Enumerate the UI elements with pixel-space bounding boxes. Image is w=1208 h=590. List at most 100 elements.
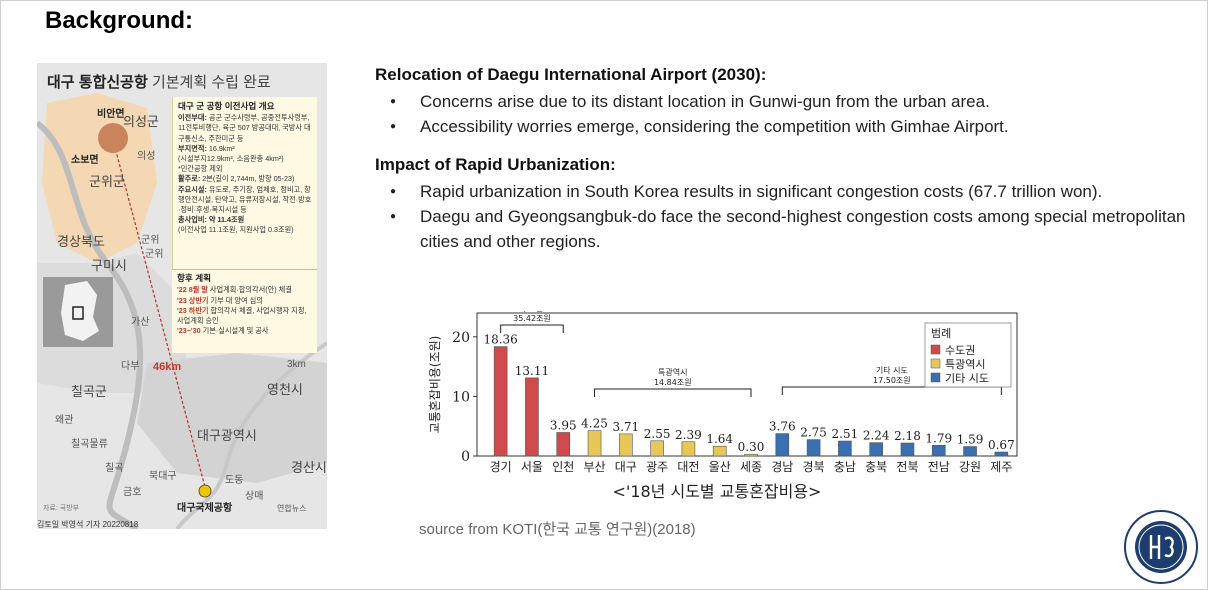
bar-value-label: 13.11 bbox=[515, 364, 549, 378]
x-tick-label: 경기 bbox=[490, 460, 512, 474]
plan-item: '22 8월 말 사업계획·합의각서(안) 체결 bbox=[177, 285, 292, 294]
bar-value-label: 0.67 bbox=[988, 438, 1015, 452]
x-tick-label: 충북 bbox=[865, 460, 887, 474]
scale-label: 3km bbox=[287, 359, 306, 370]
future-plan-box: 향후 계획 '22 8월 말 사업계획·합의각서(안) 체결 '23 상반기 기… bbox=[172, 269, 317, 353]
map-label: 대구광역시 bbox=[197, 428, 257, 443]
bracket-total-label: 17.50조원 bbox=[873, 376, 911, 385]
bullet-item: ● Concerns arise due to its distant locat… bbox=[375, 89, 1195, 114]
group-bracket bbox=[500, 324, 564, 333]
group-bracket bbox=[781, 386, 1002, 395]
section-title-urbanization: Impact of Rapid Urbanization: bbox=[375, 155, 616, 174]
congestion-cost-chart: 0 10 20 교통혼잡비용(조원) 18.36 경기 13.11 서울 3.95 인천 4.25 부… bbox=[425, 303, 1025, 511]
content-area: Relocation of Daegu International Airpor… bbox=[375, 63, 1195, 268]
map-label: 금호 bbox=[123, 487, 142, 498]
chart-bar bbox=[838, 440, 852, 457]
source-note: source from KOTI(한국 교통 연구원)(2018) bbox=[419, 521, 696, 538]
y-axis-label: 교통혼잡비용(조원) bbox=[428, 336, 442, 434]
bar-value-label: 3.71 bbox=[612, 420, 639, 434]
chart-bar bbox=[931, 445, 946, 457]
bar-value-label: 3.95 bbox=[550, 418, 577, 432]
chart-bar bbox=[806, 439, 821, 457]
x-tick-label: 부산 bbox=[583, 460, 605, 474]
x-tick-label: 서울 bbox=[521, 460, 543, 474]
bar-value-label: 2.24 bbox=[863, 429, 890, 443]
bar-value-label: 1.59 bbox=[957, 433, 984, 447]
y-tick-label: 0 bbox=[461, 449, 470, 465]
legend-swatch bbox=[930, 372, 941, 383]
summary-civil: *민간공항 제외 bbox=[178, 164, 223, 174]
bullet-icon: ● bbox=[390, 186, 397, 197]
map-label: 경산시 bbox=[291, 460, 327, 475]
bullet-icon: ● bbox=[390, 96, 397, 107]
chart-title: <'18년 시도별 교통혼잡비용> bbox=[613, 482, 822, 501]
summary-cost-note: (이전사업 11.1조원, 지원사업 0.3조원) bbox=[178, 225, 294, 235]
plan-item: '23 하반기 합의각서 체결, 사업시행자 지정, 사업계획 승인 bbox=[177, 306, 307, 325]
map-label: 칠곡 bbox=[105, 463, 124, 474]
bar-value-label: 2.55 bbox=[644, 427, 671, 441]
bullet-item: ● Accessibility worries emerge, consideri… bbox=[375, 114, 1195, 139]
y-tick-label: 10 bbox=[452, 389, 470, 405]
summary-area-note: (시설부지12.9km², 소음완충 4km²) bbox=[178, 154, 284, 164]
map-label: 소보면 bbox=[71, 155, 99, 166]
chart-bar bbox=[775, 433, 790, 457]
x-tick-label: 강원 bbox=[959, 460, 981, 474]
x-tick-label: 대구 bbox=[615, 460, 637, 474]
bar-value-label: 18.36 bbox=[483, 333, 517, 347]
bracket-label: 수도권 bbox=[521, 311, 543, 313]
slide-title: Background: bbox=[45, 7, 194, 34]
chart-bar bbox=[963, 446, 977, 457]
bar-value-label: 2.51 bbox=[832, 427, 859, 441]
bracket-label: 특광역시 bbox=[658, 367, 687, 377]
map-label: 군위 bbox=[141, 235, 160, 246]
korea-inset-map bbox=[43, 277, 113, 347]
x-tick-label: 전남 bbox=[928, 460, 950, 474]
chart-bar bbox=[650, 440, 664, 457]
x-tick-label: 경북 bbox=[803, 460, 825, 474]
map-label: 의성군 bbox=[123, 114, 159, 129]
summary-heading: 대구 군 공항 이전사업 개요 bbox=[178, 101, 275, 111]
map-label: 칠곡군 bbox=[71, 384, 107, 399]
bar-value-label: 2.18 bbox=[894, 429, 921, 443]
chart-bar bbox=[869, 442, 883, 457]
y-tick-label: 20 bbox=[452, 330, 470, 346]
legend-label: 특광역시 bbox=[945, 358, 985, 371]
bullet-icon: ● bbox=[390, 211, 397, 222]
chart-bar bbox=[744, 453, 758, 457]
airport-icon bbox=[198, 484, 212, 498]
chart-legend bbox=[924, 322, 1012, 388]
bracket-total-label: 35.42조원 bbox=[513, 314, 551, 323]
map-label: 칠곡물류 bbox=[71, 439, 108, 450]
bar-value-label: 1.79 bbox=[925, 431, 952, 445]
bar-value-label: 2.39 bbox=[675, 428, 702, 442]
map-label: 의성 bbox=[137, 151, 156, 162]
legend-swatch bbox=[930, 358, 941, 369]
map-label: 군위군 bbox=[89, 174, 125, 189]
map-label: 대구국제공항 bbox=[177, 503, 233, 514]
map-label: 가산 bbox=[131, 317, 150, 328]
x-tick-label: 경남 bbox=[771, 460, 793, 474]
bracket-total-label: 14.84조원 bbox=[654, 378, 692, 387]
map-label: 구미시 bbox=[91, 258, 127, 273]
airport-map-image: 대구 통합신공항 기본계획 수립 완료 비안면 의성군 소보면 의성 군위군 경… bbox=[37, 63, 327, 529]
summary-cost: 총사업비: 약 11.4조원 bbox=[178, 215, 245, 225]
bar-value-label: 3.76 bbox=[769, 420, 796, 434]
map-label: 상매 bbox=[245, 491, 264, 502]
project-summary-box: 대구 군 공항 이전사업 개요 이전부대: 공군 군수사령부, 공중전투사령부,… bbox=[172, 97, 317, 269]
x-tick-label: 전북 bbox=[896, 460, 918, 474]
daegu-region bbox=[137, 353, 327, 483]
yonhap-logo: 연합뉴스 bbox=[277, 504, 307, 513]
summary-runway: 활주로: 2본(길이 2,744m, 방향 05-23) bbox=[178, 174, 295, 184]
map-label: 영천시 bbox=[267, 382, 303, 397]
map-label: 군위 bbox=[145, 249, 164, 260]
bar-value-label: 1.64 bbox=[706, 432, 733, 446]
section-title-relocation: Relocation of Daegu International Airpor… bbox=[375, 65, 767, 84]
x-tick-label: 인천 bbox=[552, 459, 574, 474]
chart-bar bbox=[619, 433, 633, 457]
new-airport-site bbox=[98, 123, 128, 153]
x-tick-label: 대전 bbox=[677, 460, 699, 474]
chart-bar bbox=[556, 432, 571, 457]
x-tick-label: 울산 bbox=[709, 460, 731, 474]
legend-title: 범례 bbox=[931, 327, 951, 340]
